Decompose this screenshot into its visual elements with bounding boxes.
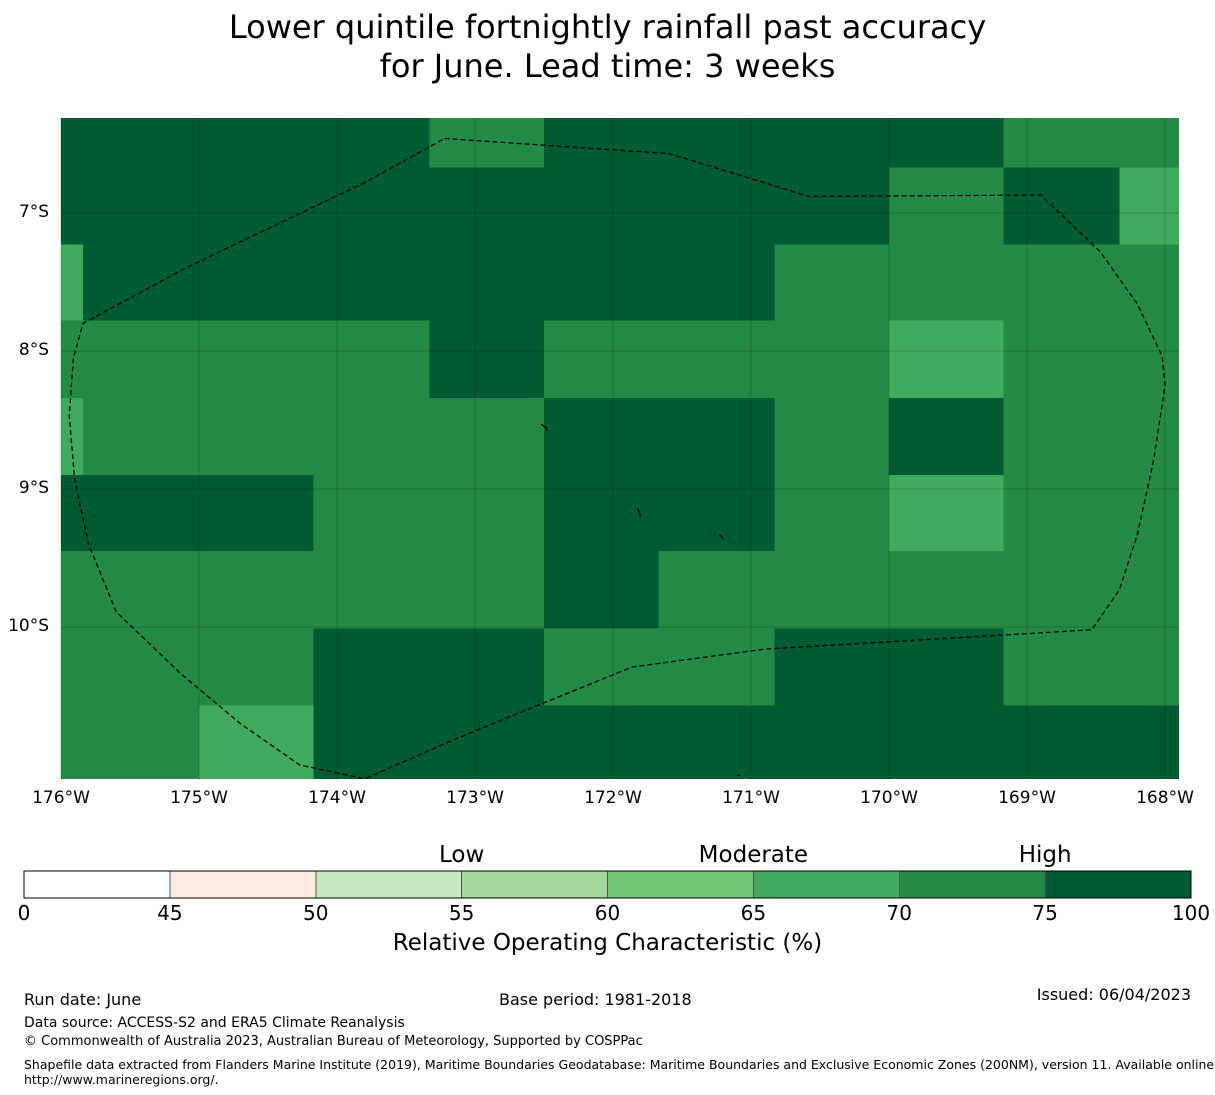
colorbar-tick-label: 100 <box>1171 901 1211 925</box>
map-title-line1: Lower quintile fortnightly rainfall past… <box>228 8 987 46</box>
shapefile-credit-line1: Shapefile data extracted from Flanders M… <box>24 1057 1215 1072</box>
colorbar-tick-label: 75 <box>1032 901 1058 925</box>
grid-cell <box>1003 397 1179 476</box>
longitude-tick-label: 170°W <box>860 788 918 808</box>
latitude-tick-label: 7°S <box>18 202 49 222</box>
grid-cell <box>544 118 1004 168</box>
grid-cell <box>1119 167 1179 245</box>
colorbar-tick-label: 65 <box>740 901 767 925</box>
colorbar-bin <box>315 870 463 899</box>
longitude-tick-label: 172°W <box>584 788 642 808</box>
island-outline <box>736 774 741 777</box>
longitude-tick-label: 174°W <box>308 788 366 808</box>
grid-cell <box>774 397 889 476</box>
colorbar-category-label: Low <box>438 842 485 868</box>
latitude-tick-label: 10°S <box>8 616 49 636</box>
grid-cell <box>1003 167 1120 245</box>
rainfall-accuracy-grid <box>61 118 1179 779</box>
grid-cell <box>429 118 544 168</box>
grid-cell <box>61 118 430 168</box>
grid-cell <box>1003 475 1179 552</box>
grid-cell <box>889 397 1004 476</box>
map-title-line2: for June. Lead time: 3 weeks <box>379 47 836 85</box>
grid-cell <box>61 628 314 706</box>
colorbar-bin <box>752 870 900 899</box>
island-outline <box>540 423 548 432</box>
grid-cell <box>61 475 314 552</box>
latitude-tick-label: 8°S <box>18 340 49 360</box>
island-outline <box>637 508 642 517</box>
copyright: © Commonwealth of Australia 2023, Austra… <box>24 1034 643 1049</box>
grid-cell <box>1003 628 1179 706</box>
grid-cell <box>1003 320 1179 398</box>
colorbar-tick-label: 45 <box>157 901 183 925</box>
colorbar-bin <box>23 870 171 899</box>
grid-cell <box>61 551 544 629</box>
shapefile-credit-line2: http://www.marineregions.org/. <box>24 1072 219 1087</box>
latitude-tick-label: 9°S <box>18 478 49 498</box>
longitude-tick-label: 168°W <box>1136 788 1194 808</box>
grid-cell <box>544 628 775 706</box>
colorbar-category-label: Moderate <box>698 842 809 868</box>
colorbar-frame <box>23 870 1192 899</box>
colorbar <box>23 870 1192 899</box>
island-outline <box>718 534 724 540</box>
grid-cell <box>83 397 544 476</box>
colorbar-tick-label: 70 <box>886 901 912 925</box>
longitude-tick-label: 169°W <box>998 788 1056 808</box>
run-date: Run date: June <box>24 990 142 1009</box>
grid-cell <box>313 705 1179 779</box>
grid-cell <box>544 320 889 398</box>
grid-cell <box>544 551 659 629</box>
grid-cell <box>774 244 1179 321</box>
issued-date: Issued: 06/04/2023 <box>1036 985 1191 1004</box>
colorbar-tick-label: 50 <box>303 901 329 925</box>
grid-cell <box>199 705 314 779</box>
colorbar-bin <box>1044 870 1192 899</box>
grid-cell <box>1003 118 1179 168</box>
colorbar-category-label: High <box>1018 842 1072 868</box>
grid-cell <box>61 320 430 398</box>
colorbar-bin <box>169 870 317 899</box>
colorbar-axis-label: Relative Operating Characteristic (%) <box>392 930 823 956</box>
colorbar-tick-label: 55 <box>448 901 475 925</box>
grid-cell <box>889 475 1004 552</box>
base-period: Base period: 1981-2018 <box>499 990 692 1009</box>
colorbar-bin <box>607 870 754 899</box>
grid-cell <box>61 705 199 779</box>
data-source: Data source: ACCESS-S2 and ERA5 Climate … <box>24 1015 405 1031</box>
colorbar-bin <box>461 870 608 899</box>
grid-cell <box>544 475 775 552</box>
grid-cell <box>658 551 1179 629</box>
eez-boundary <box>68 137 1166 780</box>
colorbar-tick-label: 0 <box>17 901 31 925</box>
grid-cell <box>83 244 775 321</box>
grid-cell <box>61 167 889 245</box>
longitude-tick-label: 175°W <box>170 788 228 808</box>
grid-cell <box>313 628 544 706</box>
grid-cell <box>774 475 889 552</box>
grid-cell <box>889 167 1004 245</box>
longitude-tick-label: 171°W <box>722 788 780 808</box>
colorbar-tick-label: 60 <box>594 901 621 925</box>
longitude-tick-label: 173°W <box>446 788 504 808</box>
longitude-tick-label: 176°W <box>32 788 90 808</box>
grid-cell <box>61 397 84 476</box>
grid-cell <box>429 320 544 398</box>
colorbar-bin <box>898 870 1046 899</box>
map-gridlines <box>60 118 1179 780</box>
grid-cell <box>544 397 775 476</box>
grid-cell <box>313 475 544 552</box>
grid-cell <box>61 244 84 321</box>
grid-cell <box>889 320 1004 398</box>
eez-boundary-line <box>68 137 1166 780</box>
